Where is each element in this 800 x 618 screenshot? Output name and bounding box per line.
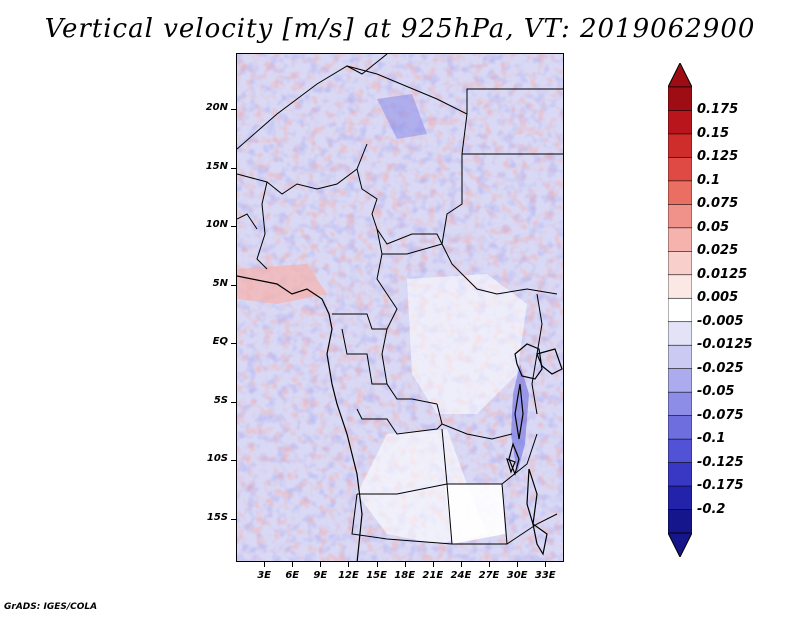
colorbar-label: 0.0125 xyxy=(697,266,748,282)
lon-tick xyxy=(264,562,266,567)
lat-label: 10S xyxy=(206,453,228,465)
lon-tick xyxy=(432,562,434,567)
lat-label: 20N xyxy=(205,102,228,114)
lon-tick xyxy=(460,562,462,567)
colorbar-swatch xyxy=(668,321,692,347)
descent-band-north xyxy=(377,94,427,139)
colorbar-label: 0.005 xyxy=(697,290,739,306)
map-title: Vertical velocity [m/s] at 925hPa, VT: 2… xyxy=(44,14,756,44)
lon-tick xyxy=(489,562,491,567)
colorbar-cap-bottom xyxy=(668,532,692,557)
colorbar-label: -0.2 xyxy=(697,501,726,517)
country-borders xyxy=(237,54,563,545)
colorbar-label: 0.175 xyxy=(697,102,739,118)
colorbar-swatch xyxy=(668,485,692,511)
colorbar-swatch xyxy=(668,251,692,276)
colorbar-swatch xyxy=(668,344,692,370)
colorbar-label: -0.125 xyxy=(697,454,744,470)
lon-tick xyxy=(517,562,519,567)
colorbar-swatch xyxy=(668,180,692,206)
colorbar-swatch xyxy=(668,227,692,253)
colorbar-label: 0.15 xyxy=(697,125,730,141)
lon-label: 30E xyxy=(506,570,528,581)
colorbar-swatch xyxy=(668,297,692,323)
lat-tick xyxy=(231,460,236,462)
colorbar-swatch xyxy=(668,157,692,182)
lon-tick xyxy=(404,562,406,567)
lakes xyxy=(506,343,563,556)
colorbar-label: -0.1 xyxy=(697,431,726,447)
lat-label: EQ xyxy=(212,336,228,348)
lon-label: 9E xyxy=(313,570,328,581)
lat-label: 15N xyxy=(205,160,228,172)
lon-tick xyxy=(348,562,350,567)
lat-tick xyxy=(231,226,236,228)
colorbar-label: 0.025 xyxy=(697,243,739,259)
colorbar-swatch xyxy=(668,204,692,229)
lon-tick xyxy=(376,562,378,567)
colorbar-label: -0.175 xyxy=(697,478,744,494)
colorbar-swatch xyxy=(668,133,692,159)
lon-label: 27E xyxy=(478,570,500,581)
colorbar-label: -0.005 xyxy=(697,313,744,329)
lat-label: 5N xyxy=(212,277,228,289)
colorbar-swatch xyxy=(668,509,692,534)
colorbar-swatch xyxy=(668,110,692,135)
colorbar-label: -0.0125 xyxy=(697,337,753,353)
lon-label: 6E xyxy=(285,570,300,581)
colorbar-swatch xyxy=(668,86,692,112)
lat-label: 15S xyxy=(206,511,228,523)
colorbar-swatch xyxy=(668,274,692,300)
lon-label: 18E xyxy=(394,570,416,581)
ascent-band-gulf xyxy=(237,264,327,304)
lake-band xyxy=(511,364,529,474)
lat-label: 10N xyxy=(205,219,228,231)
lon-label: 15E xyxy=(366,570,387,581)
colorbar-label: 0.075 xyxy=(697,196,739,212)
lon-label: 24E xyxy=(450,570,472,581)
colorbar-swatch xyxy=(668,391,692,417)
colorbar-label: -0.05 xyxy=(697,384,735,400)
lon-tick xyxy=(292,562,294,567)
lon-label: 12E xyxy=(338,570,359,581)
colorbar-label: 0.1 xyxy=(697,172,721,188)
colorbar-cap-top xyxy=(668,63,692,88)
colorbar xyxy=(668,63,692,557)
lon-label: 3E xyxy=(257,570,271,581)
colorbar-swatch xyxy=(668,415,692,440)
lat-label: 5S xyxy=(213,394,228,406)
coastline xyxy=(237,275,363,561)
lon-label: 33E xyxy=(534,570,556,581)
colorbar-swatch xyxy=(668,368,692,393)
colorbar-swatch xyxy=(668,438,692,464)
lon-tick xyxy=(320,562,322,567)
colorbar-label: 0.05 xyxy=(697,219,730,235)
calm-region-zambia xyxy=(445,484,505,544)
lon-tick xyxy=(545,562,547,567)
grads-credit: GrADS: IGES/COLA xyxy=(4,602,98,612)
velocity-field xyxy=(237,54,563,561)
lat-tick xyxy=(231,343,236,345)
map-panel xyxy=(236,53,564,562)
colorbar-label: 0.125 xyxy=(697,149,739,165)
lat-tick xyxy=(231,401,236,403)
calm-region-congo xyxy=(407,274,527,414)
colorbar-label: -0.075 xyxy=(697,407,744,423)
colorbar-label: -0.025 xyxy=(697,360,744,376)
colorbar-swatch xyxy=(668,462,692,487)
lat-tick xyxy=(231,518,236,520)
lat-tick xyxy=(231,109,236,111)
lat-tick xyxy=(231,167,236,169)
lat-tick xyxy=(231,284,236,286)
lon-label: 21E xyxy=(422,570,444,581)
